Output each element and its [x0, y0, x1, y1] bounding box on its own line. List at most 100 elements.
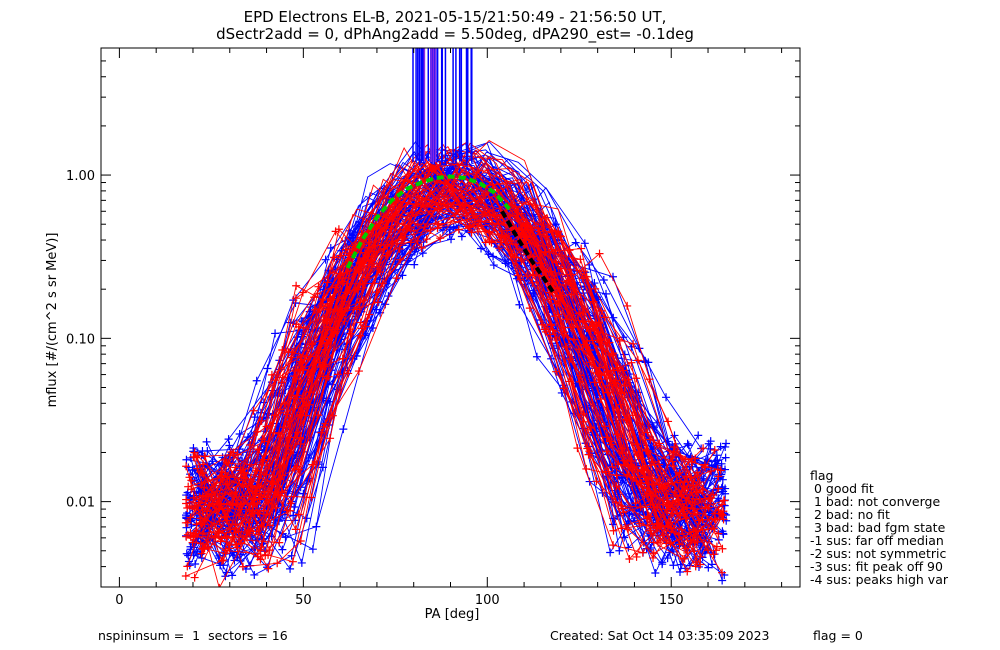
data-point-marker	[231, 487, 240, 496]
data-point-marker	[190, 573, 199, 582]
data-point-marker	[608, 462, 617, 471]
data-point-marker	[659, 484, 668, 493]
data-point-marker	[626, 460, 635, 469]
data-point-marker	[191, 560, 200, 569]
spectrum-line	[206, 155, 706, 515]
data-point-marker	[517, 257, 526, 266]
data-point-marker	[339, 273, 348, 282]
data-point-marker	[694, 431, 703, 440]
data-point-marker	[721, 465, 730, 474]
spectrum-line	[191, 187, 725, 550]
data-point-marker	[336, 308, 345, 317]
data-point-marker	[185, 473, 194, 482]
data-point-marker	[709, 550, 718, 559]
data-point-marker	[215, 504, 224, 513]
data-point-marker	[669, 561, 678, 570]
data-point-marker	[718, 568, 727, 577]
data-point-marker	[354, 367, 363, 376]
data-point-marker	[577, 244, 586, 253]
data-point-marker	[663, 554, 672, 563]
data-point-marker	[645, 375, 654, 384]
spectrum-line	[198, 142, 710, 512]
footer-nspin-info: nspininsum = 1 sectors = 16	[98, 628, 288, 643]
spectrum-line	[200, 203, 698, 543]
data-point-marker	[286, 506, 295, 515]
data-point-marker	[622, 416, 631, 425]
data-point-marker	[357, 262, 366, 271]
data-point-marker	[222, 546, 231, 555]
data-point-marker	[300, 355, 309, 364]
data-point-marker	[387, 237, 396, 246]
data-point-marker	[201, 452, 210, 461]
data-point-marker	[690, 547, 699, 556]
data-point-marker	[296, 408, 305, 417]
data-point-marker	[714, 484, 723, 493]
data-point-marker	[229, 448, 238, 457]
data-point-marker	[633, 451, 642, 460]
data-point-marker	[632, 552, 641, 561]
data-point-marker	[583, 444, 592, 453]
data-point-marker	[489, 261, 498, 270]
data-point-marker	[489, 252, 498, 261]
data-point-marker	[688, 454, 697, 463]
data-point-marker	[646, 526, 655, 535]
data-point-marker	[299, 366, 308, 375]
data-point-marker	[413, 220, 422, 229]
data-point-marker	[294, 465, 303, 474]
data-point-marker	[603, 367, 612, 376]
flag-legend-title: flag	[810, 468, 833, 483]
data-point-marker	[296, 433, 305, 442]
data-point-marker	[649, 553, 658, 562]
data-point-marker	[346, 329, 355, 338]
data-point-marker	[326, 434, 335, 443]
data-point-marker	[510, 253, 519, 262]
data-point-marker	[339, 425, 348, 434]
data-point-marker	[233, 450, 242, 459]
x-tick-label: 150	[659, 593, 684, 608]
spectrum-line	[202, 163, 714, 555]
data-point-marker	[273, 559, 282, 568]
data-point-marker	[362, 273, 371, 282]
data-point-marker	[398, 271, 407, 280]
data-point-marker	[609, 313, 618, 322]
data-point-marker	[656, 537, 665, 546]
data-point-marker	[227, 489, 236, 498]
data-point-marker	[183, 503, 192, 512]
data-point-marker	[446, 225, 455, 234]
peak-vertical-lines	[412, 48, 473, 166]
data-point-marker	[467, 228, 476, 237]
data-point-marker	[718, 576, 727, 585]
data-point-marker	[323, 299, 332, 308]
data-point-marker	[253, 499, 262, 508]
data-point-marker	[695, 478, 704, 487]
data-point-marker	[662, 393, 671, 402]
data-point-marker	[183, 562, 192, 571]
data-point-marker	[670, 431, 679, 440]
data-point-marker	[200, 483, 209, 492]
spectrum-line	[200, 195, 697, 544]
data-point-marker	[398, 235, 407, 244]
data-point-marker	[434, 220, 443, 229]
data-point-marker	[595, 363, 604, 372]
data-point-marker	[208, 499, 217, 508]
data-point-marker	[721, 453, 730, 462]
data-point-marker	[365, 310, 374, 319]
data-point-marker	[609, 526, 618, 535]
data-point-marker	[218, 583, 220, 587]
spectrum-line	[205, 162, 724, 564]
data-point-marker	[291, 294, 300, 303]
spectrum-line	[185, 194, 684, 577]
data-point-marker	[595, 249, 604, 258]
x-tick-label: 100	[475, 593, 500, 608]
spectrum-line	[189, 181, 693, 534]
data-point-marker	[716, 509, 725, 518]
data-point-marker	[658, 531, 667, 540]
data-point-marker	[207, 490, 216, 499]
data-point-marker	[627, 358, 636, 367]
data-point-marker	[189, 444, 198, 453]
spectrum-line	[190, 140, 722, 518]
data-point-marker	[231, 463, 240, 472]
data-point-marker	[649, 549, 658, 558]
data-point-marker	[190, 448, 199, 457]
y-tick-label: 0.10	[66, 332, 95, 347]
